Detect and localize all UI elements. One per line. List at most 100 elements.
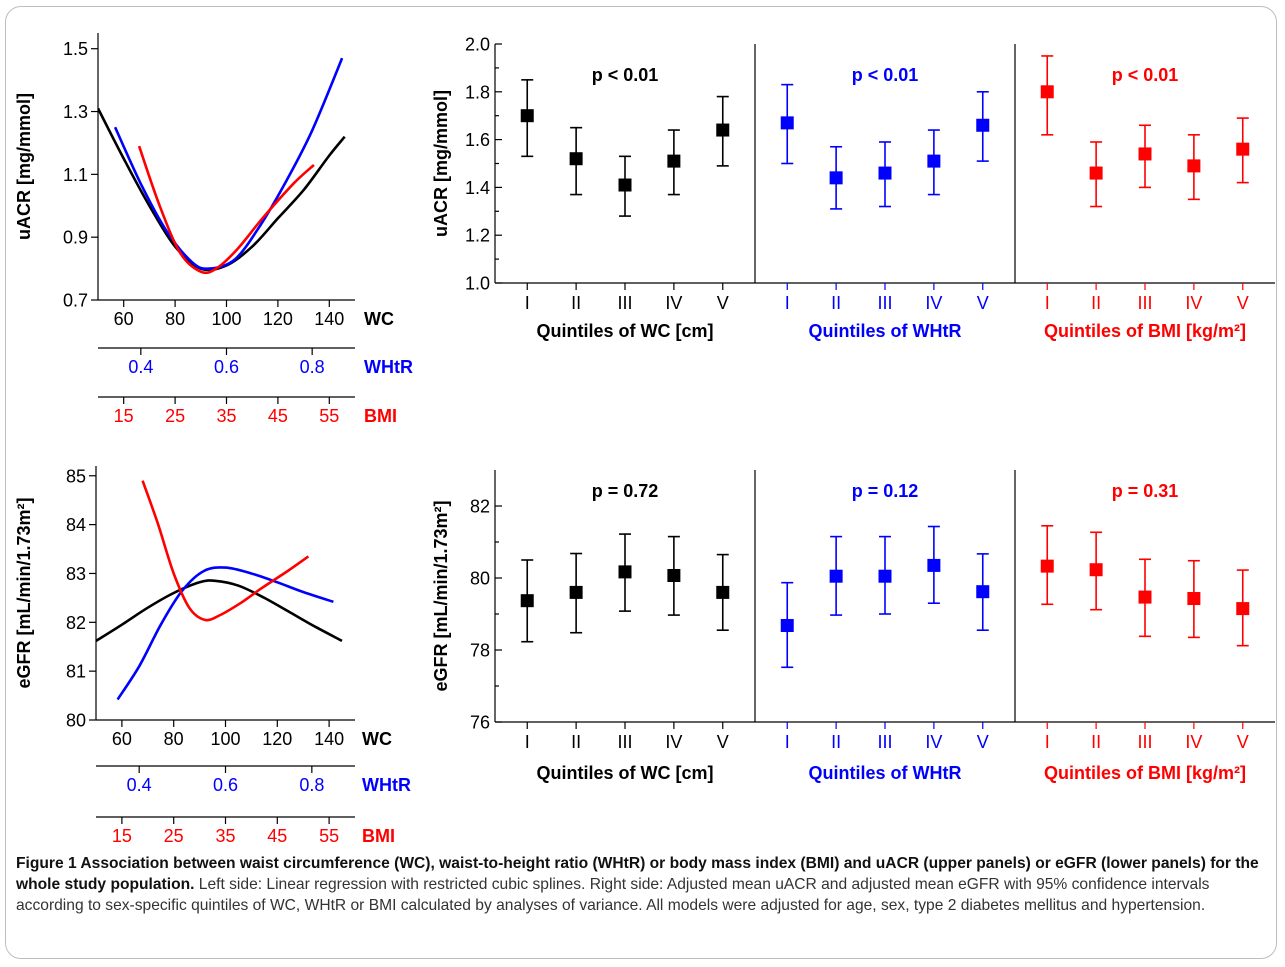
mean-point — [520, 109, 534, 123]
x-tick-label: 15 — [112, 826, 132, 846]
category-label: II — [1091, 732, 1101, 752]
mean-point — [716, 123, 730, 137]
x-tick-label: 60 — [112, 729, 132, 749]
category-label: III — [877, 293, 892, 313]
y-tick-label: 1.3 — [63, 102, 88, 122]
category-label: III — [1137, 293, 1152, 313]
x-tick-label: 0.8 — [299, 775, 324, 795]
category-label: I — [525, 293, 530, 313]
category-label: IV — [925, 732, 942, 752]
category-label: II — [831, 732, 841, 752]
x-tick-label: 0.4 — [128, 357, 153, 377]
mean-point — [927, 154, 941, 168]
x-tick-label: 15 — [114, 406, 134, 426]
mean-point — [976, 118, 990, 132]
mean-point — [667, 568, 681, 582]
category-label: II — [571, 293, 581, 313]
y-tick-label: 80 — [470, 569, 490, 589]
x-axis-title-wc: WC — [362, 729, 392, 749]
mean-point — [780, 619, 794, 633]
mean-point — [667, 154, 681, 168]
category-label: V — [977, 732, 989, 752]
p-value-label: p < 0.01 — [592, 65, 659, 85]
x-axis-title-bmi: BMI — [362, 826, 395, 846]
mean-point — [976, 585, 990, 599]
mean-point — [1187, 159, 1201, 173]
x-tick-label: 60 — [114, 309, 134, 329]
x-tick-label: 0.6 — [214, 357, 239, 377]
category-label: IV — [1185, 732, 1202, 752]
category-label: V — [977, 293, 989, 313]
category-label: II — [571, 732, 581, 752]
x-tick-label: 120 — [262, 729, 292, 749]
y-tick-label: 1.5 — [63, 39, 88, 59]
spline-line-wc — [98, 107, 346, 272]
x-tick-label: 140 — [314, 729, 344, 749]
y-tick-label: 1.6 — [465, 130, 490, 150]
category-label: I — [525, 732, 530, 752]
x-tick-label: 25 — [165, 406, 185, 426]
category-label: III — [1137, 732, 1152, 752]
x-tick-label: 0.6 — [213, 775, 238, 795]
y-tick-label: 0.9 — [63, 228, 88, 248]
group-title: Quintiles of WHtR — [809, 763, 962, 783]
mean-point — [829, 569, 843, 583]
y-tick-label: 0.7 — [63, 291, 88, 311]
x-axis-title-bmi: BMI — [364, 406, 397, 426]
category-label: III — [877, 732, 892, 752]
x-tick-label: 35 — [215, 826, 235, 846]
category-label: I — [1045, 293, 1050, 313]
x-tick-label: 100 — [211, 309, 241, 329]
mean-point — [1040, 559, 1054, 573]
x-axis-title-whtr: WHtR — [364, 357, 413, 377]
mean-point — [569, 585, 583, 599]
y-tick-label: 80 — [66, 711, 86, 731]
figure-caption: Figure 1 Association between waist circu… — [16, 853, 1266, 916]
y-tick-label: 78 — [470, 641, 490, 661]
category-label: I — [785, 732, 790, 752]
mean-point — [1138, 147, 1152, 161]
mean-point — [1089, 166, 1103, 180]
category-label: V — [717, 732, 729, 752]
mean-point — [716, 585, 730, 599]
x-tick-label: 25 — [164, 826, 184, 846]
category-label: I — [1045, 732, 1050, 752]
mean-point — [569, 152, 583, 166]
category-label: II — [831, 293, 841, 313]
caption-body: Left side: Linear regression with restri… — [16, 876, 1210, 914]
group-title: Quintiles of WHtR — [809, 321, 962, 341]
x-axis-title-wc: WC — [364, 309, 394, 329]
y-axis-title: eGFR [mL/min/1.73m²] — [431, 500, 451, 691]
spline-line-whtr — [113, 57, 344, 271]
x-tick-label: 80 — [164, 729, 184, 749]
x-tick-label: 0.8 — [300, 357, 325, 377]
x-tick-label: 55 — [319, 826, 339, 846]
mean-point — [520, 594, 534, 608]
x-tick-label: 0.4 — [127, 775, 152, 795]
spline-line-wc — [96, 579, 343, 643]
x-tick-label: 140 — [314, 309, 344, 329]
mean-point — [1089, 563, 1103, 577]
y-tick-label: 81 — [66, 662, 86, 682]
mean-point — [1236, 602, 1250, 616]
category-label: III — [617, 293, 632, 313]
y-tick-label: 1.2 — [465, 226, 490, 246]
x-tick-label: 45 — [268, 406, 288, 426]
y-tick-label: 84 — [66, 515, 86, 535]
x-tick-label: 80 — [165, 309, 185, 329]
mean-point — [1138, 590, 1152, 604]
y-tick-label: 1.4 — [465, 178, 490, 198]
x-tick-label: 45 — [267, 826, 287, 846]
figure-frame — [5, 6, 1277, 959]
category-label: I — [785, 293, 790, 313]
spline-panel-spline_egfr: 80 81 82 83 84 85 eGFR [mL/min/1.73m²] 60 80 100 1… — [14, 466, 411, 846]
mean-point — [780, 116, 794, 130]
